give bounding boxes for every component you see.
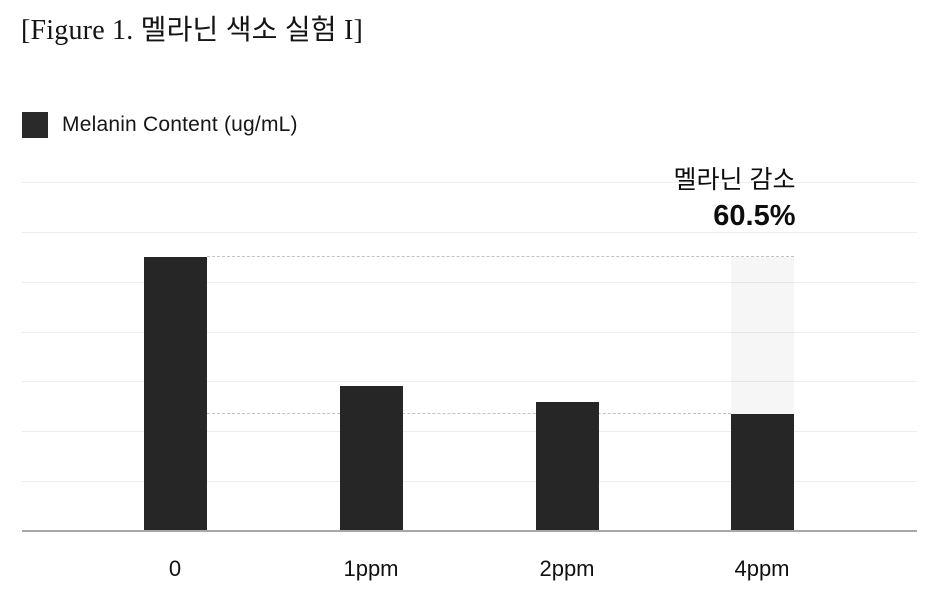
x-axis-line [22,530,917,532]
bar-0 [143,257,207,531]
reduction-annotation-value: 60.5% [713,200,796,232]
gridline [22,332,917,333]
reduction-annotation-label: 멜라닌 감소 [673,166,796,194]
reduction-annotation: 멜라닌 감소 60.5% [674,163,796,235]
gridline [22,282,917,283]
legend-swatch-icon [22,112,48,138]
legend: Melanin Content (ug/mL) [22,112,298,138]
x-tick-label-4ppm: 4ppm [734,556,790,581]
bar-2ppm [535,402,599,531]
gridline [22,481,917,482]
gridline [22,381,917,382]
dashed-guide-4ppm-level [206,413,731,414]
x-tick-label-1ppm: 1ppm [343,556,399,581]
legend-label: Melanin Content (ug/mL) [62,113,298,136]
x-tick-label-0: 0 [168,556,182,581]
ghost-bar-4ppm [731,257,794,415]
gridline [22,431,917,432]
gridline [22,232,917,233]
bar-4ppm [730,414,794,531]
figure-title: [Figure 1. 멜라닌 색소 실험 I] [21,15,363,46]
gridline [22,182,917,183]
x-tick-label-2ppm: 2ppm [539,556,595,581]
bar-1ppm [339,386,403,531]
dashed-guide-control-level [206,256,794,257]
